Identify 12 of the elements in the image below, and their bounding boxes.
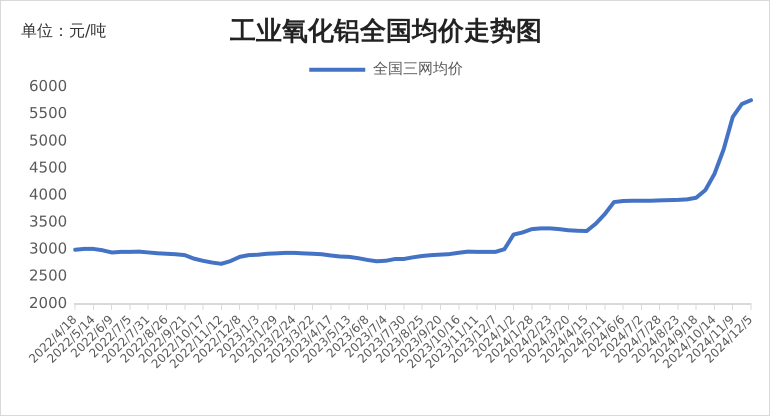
- y-axis-title: 单位：元/吨: [21, 21, 106, 42]
- y-tick-label: 6000: [28, 77, 68, 96]
- y-tick-label: 3000: [28, 240, 68, 258]
- y-tick-label: 5000: [28, 131, 68, 150]
- y-tick-label: 5500: [28, 104, 68, 122]
- y-tick-label: 4000: [28, 185, 68, 204]
- chart-title: 工业氧化铝全国均价走势图: [229, 16, 542, 46]
- y-tick-label: 2000: [28, 294, 68, 312]
- y-tick-label: 3500: [28, 212, 68, 231]
- y-tick-label: 2500: [28, 266, 68, 285]
- y-tick-label: 4500: [28, 158, 68, 176]
- legend-label: 全国三网均价: [372, 60, 463, 78]
